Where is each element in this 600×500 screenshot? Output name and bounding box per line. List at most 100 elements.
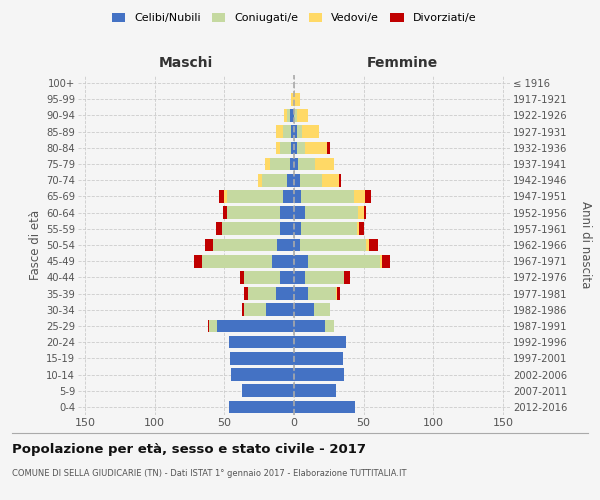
Bar (280, 206, 294, 219)
Bar (291, 93, 294, 106)
Bar (209, 320, 217, 332)
Bar (294, 158, 298, 170)
Bar (272, 255, 294, 268)
Bar (205, 238, 213, 252)
Bar (221, 222, 280, 235)
Bar (297, 109, 308, 122)
Bar (242, 384, 294, 397)
Bar (290, 109, 294, 122)
Bar (277, 238, 294, 252)
Bar (314, 304, 330, 316)
Bar (294, 352, 343, 364)
Bar (336, 288, 337, 300)
Bar (308, 255, 380, 268)
Bar (294, 238, 299, 252)
Bar (294, 304, 314, 316)
Bar (297, 126, 302, 138)
Bar (301, 190, 354, 202)
Bar (287, 109, 290, 122)
Bar (369, 238, 377, 252)
Bar (227, 206, 280, 219)
Bar (305, 206, 358, 219)
Bar (294, 206, 305, 219)
Bar (244, 271, 280, 283)
Bar (380, 255, 382, 268)
Legend: Celibi/Nubili, Coniugati/e, Vedovi/e, Divorziati/e: Celibi/Nubili, Coniugati/e, Vedovi/e, Di… (107, 8, 481, 28)
Bar (231, 368, 294, 381)
Bar (276, 126, 283, 138)
Bar (337, 288, 340, 300)
Bar (294, 384, 336, 397)
Bar (308, 288, 336, 300)
Bar (202, 255, 272, 268)
Bar (244, 288, 248, 300)
Bar (294, 190, 301, 202)
Bar (325, 320, 334, 332)
Text: Popolazione per età, sesso e stato civile - 2017: Popolazione per età, sesso e stato civil… (12, 442, 366, 456)
Bar (291, 142, 294, 154)
Bar (294, 222, 301, 235)
Bar (208, 320, 209, 332)
Bar (294, 126, 297, 138)
Bar (365, 190, 371, 202)
Bar (244, 304, 266, 316)
Bar (283, 126, 291, 138)
Bar (364, 206, 367, 219)
Bar (258, 174, 262, 186)
Bar (294, 320, 325, 332)
Bar (242, 304, 244, 316)
Bar (291, 126, 294, 138)
Bar (358, 206, 364, 219)
Bar (227, 190, 283, 202)
Bar (283, 190, 294, 202)
Bar (298, 158, 315, 170)
Bar (315, 158, 334, 170)
Bar (294, 255, 308, 268)
Bar (299, 238, 367, 252)
Bar (328, 142, 330, 154)
Bar (357, 222, 359, 235)
Bar (271, 158, 290, 170)
Bar (344, 271, 350, 283)
Text: COMUNE DI SELLA GIUDICARIE (TN) - Dati ISTAT 1° gennaio 2017 - Elaborazione TUTT: COMUNE DI SELLA GIUDICARIE (TN) - Dati I… (12, 468, 407, 477)
Bar (299, 174, 322, 186)
Bar (305, 271, 344, 283)
Bar (294, 174, 299, 186)
Bar (217, 320, 294, 332)
Bar (294, 93, 299, 106)
Bar (216, 222, 221, 235)
Bar (367, 238, 369, 252)
Y-axis label: Anni di nascita: Anni di nascita (578, 202, 592, 288)
Bar (248, 288, 276, 300)
Bar (223, 206, 227, 219)
Bar (239, 271, 244, 283)
Y-axis label: Fasce di età: Fasce di età (29, 210, 42, 280)
Bar (276, 142, 280, 154)
Bar (266, 304, 294, 316)
Bar (229, 336, 294, 348)
Bar (294, 336, 346, 348)
Bar (294, 368, 344, 381)
Text: Femmine: Femmine (367, 56, 437, 70)
Bar (294, 400, 355, 413)
Bar (265, 158, 271, 170)
Bar (382, 255, 390, 268)
Bar (294, 288, 308, 300)
Bar (280, 222, 294, 235)
Bar (294, 109, 297, 122)
Bar (230, 352, 294, 364)
Bar (213, 238, 277, 252)
Bar (305, 142, 328, 154)
Bar (294, 142, 297, 154)
Bar (280, 271, 294, 283)
Bar (294, 271, 305, 283)
Bar (301, 222, 357, 235)
Bar (284, 109, 287, 122)
Bar (280, 142, 291, 154)
Bar (229, 400, 294, 413)
Bar (359, 222, 364, 235)
Bar (219, 190, 224, 202)
Bar (224, 190, 227, 202)
Bar (338, 174, 341, 186)
Bar (322, 174, 338, 186)
